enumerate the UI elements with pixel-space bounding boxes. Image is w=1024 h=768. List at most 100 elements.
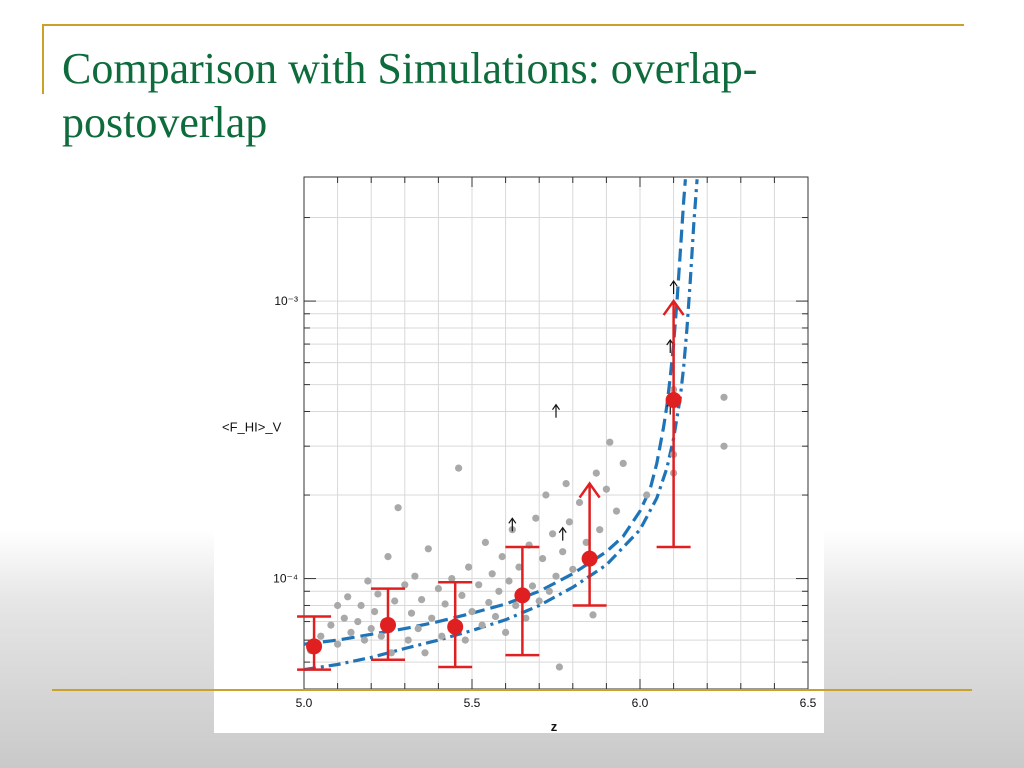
scatter-point [602, 485, 610, 493]
scatter-point [360, 636, 369, 644]
x-tick-label: 6.5 [800, 696, 817, 710]
tick-layer [303, 177, 809, 690]
curve-layer [303, 179, 699, 672]
x-tick-label: 6.0 [632, 696, 649, 710]
scatter-point [414, 625, 422, 633]
limit-layer [508, 280, 678, 541]
scatter-point [565, 518, 573, 526]
scatter-point [545, 587, 553, 595]
lower-limit-arrow [669, 280, 678, 295]
scatter-point [374, 590, 382, 598]
scatter-point [458, 591, 466, 599]
scatter-point [468, 608, 476, 616]
measurement-point [447, 618, 464, 635]
scatter-point [488, 570, 496, 578]
scatter-point [606, 438, 614, 446]
scatter-point [455, 464, 463, 472]
scatter-point [555, 663, 563, 671]
scatter-point [575, 498, 584, 507]
scatter-point [441, 600, 449, 608]
scatter-point [612, 507, 621, 515]
scatter-layer [307, 385, 728, 671]
scatter-point [515, 563, 523, 571]
scatter-point [411, 572, 419, 580]
scatter-point [532, 514, 540, 522]
measurement [438, 580, 473, 669]
y-tick-label: 10⁻³ [274, 294, 298, 308]
simulation-curve-dashed [303, 179, 687, 646]
x-tick-label: 5.5 [464, 696, 481, 710]
scatter-point [421, 649, 429, 657]
lower-limit-arrow-head [552, 403, 560, 411]
chart-svg: 5.0 5.5 6.0 6.5 10⁻⁴ 10⁻³ z <F_HI>_V [222, 176, 817, 734]
chart-panel: 5.0 5.5 6.0 6.5 10⁻⁴ 10⁻³ z <F_HI>_V [214, 165, 824, 734]
scatter-point [461, 636, 469, 644]
scatter-point [592, 469, 600, 477]
grid-layer [303, 177, 809, 690]
measurement-point [581, 550, 598, 567]
plot-frame [303, 176, 809, 690]
x-axis-label: z [551, 719, 558, 733]
scatter-point [448, 575, 456, 583]
scatter-point [720, 442, 728, 450]
scatter-point [498, 553, 506, 561]
scatter-point [485, 598, 493, 607]
measurement-point [306, 638, 323, 655]
scatter-point [539, 555, 547, 563]
measurement-layer [297, 298, 691, 671]
scatter-point [643, 491, 651, 499]
scatter-point [596, 526, 604, 534]
scatter-point [549, 530, 557, 538]
scatter-point [535, 597, 543, 605]
scatter-point [344, 593, 352, 601]
scatter-point [404, 636, 412, 644]
measurement [656, 298, 691, 549]
scatter-point [334, 640, 342, 648]
scatter-point [364, 577, 372, 585]
slide-title: Comparison with Simulations: overlap-pos… [62, 44, 758, 147]
y-axis-label: <F_HI>_V [222, 420, 282, 435]
title-left-rule [42, 24, 44, 94]
scatter-point [465, 563, 473, 571]
scatter-point [357, 601, 365, 610]
scatter-point [542, 491, 550, 499]
footer-rule [52, 689, 972, 691]
scatter-point [334, 601, 342, 610]
y-tick-label: 10⁻⁴ [273, 572, 298, 586]
scatter-point [428, 614, 436, 622]
scatter-point [394, 504, 402, 512]
scatter-point [559, 548, 567, 556]
scatter-point [502, 628, 510, 636]
scatter-point [327, 621, 335, 629]
scatter-point [491, 612, 500, 621]
scatter-point [720, 393, 728, 401]
scatter-point [582, 538, 590, 546]
scatter-point [589, 611, 597, 619]
scatter-point [528, 582, 537, 590]
scatter-point [552, 572, 560, 580]
lower-limit-arrow [508, 517, 517, 532]
measurement [505, 545, 540, 657]
scatter-point [407, 609, 416, 617]
lower-limit-arrow [552, 403, 560, 418]
scatter-point [424, 545, 432, 553]
scatter-point [619, 459, 627, 467]
measurement [297, 615, 332, 671]
x-tick-label: 5.0 [296, 696, 313, 710]
scatter-point [522, 614, 530, 622]
title-top-rule [42, 24, 964, 26]
measurement-point [380, 617, 396, 634]
measurement-point [514, 587, 531, 604]
scatter-point [505, 577, 513, 585]
scatter-point [495, 587, 503, 595]
error-arrow-head [662, 298, 685, 316]
lower-limit-arrow [558, 526, 567, 541]
scatter-point [512, 601, 520, 610]
lower-limit-arrow-head [508, 517, 517, 524]
scatter-point [478, 621, 486, 629]
scatter-point [384, 553, 392, 561]
scatter-point [434, 585, 442, 593]
lower-limit-arrow-head [558, 526, 567, 533]
scatter-point [387, 649, 395, 657]
measurement [572, 481, 607, 607]
